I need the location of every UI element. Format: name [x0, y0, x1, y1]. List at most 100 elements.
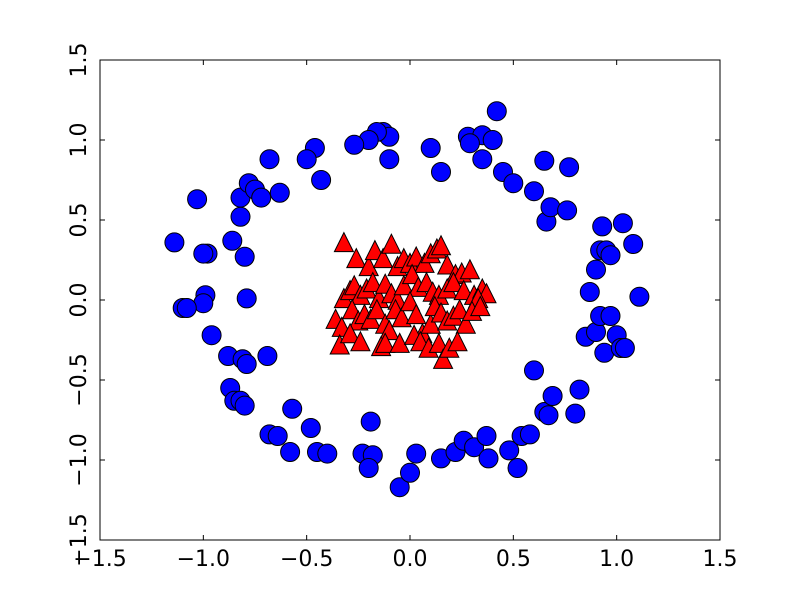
triangle-point [372, 247, 394, 269]
circle-point [193, 293, 214, 314]
circle-point [507, 458, 528, 478]
triangle-point [339, 322, 361, 344]
circle-point [569, 379, 590, 400]
circle-point [524, 360, 544, 381]
circle-point [559, 157, 580, 178]
circle-point [251, 187, 272, 208]
x-tick-label: 0.0 [393, 547, 428, 572]
y-tick-label: −1.0 [67, 433, 92, 486]
triangle-point [432, 348, 454, 369]
triangle-point [405, 303, 427, 325]
circle-point [476, 426, 497, 446]
triangle-point [350, 330, 371, 352]
triangle-point [366, 298, 388, 320]
circle-point [594, 342, 615, 363]
triangle-point [430, 234, 452, 256]
circle-point [623, 234, 644, 254]
triangle-point [428, 332, 450, 353]
circle-point [176, 298, 197, 318]
circle-point [296, 149, 317, 170]
x-tick-label: −1.5 [73, 547, 126, 572]
circle-point [464, 437, 485, 458]
circle-point [344, 134, 365, 155]
circle-point [478, 448, 499, 469]
triangle-point [362, 271, 384, 293]
circle-point [358, 458, 379, 478]
circle-point [586, 259, 606, 280]
triangle-point [399, 290, 421, 312]
y-tick-label: −1.5 [67, 513, 92, 566]
triangle-point [443, 271, 464, 293]
triangle-point [447, 330, 468, 352]
circle-point [629, 286, 650, 307]
circle-point [538, 405, 559, 426]
circle-point [234, 246, 255, 267]
circle-point [565, 403, 586, 424]
triangle-point [333, 231, 355, 253]
circle-point [230, 206, 251, 227]
x-tick-label: 1.0 [599, 547, 634, 572]
triangle-point [374, 332, 396, 353]
circle-point [600, 245, 621, 266]
circle-point [431, 162, 451, 182]
y-tick-label: 0.0 [67, 283, 92, 318]
triangle-point [358, 255, 380, 277]
circle-point [311, 170, 332, 190]
circle-point [542, 386, 563, 406]
circle-point [236, 288, 257, 309]
x-tick-label: 1.5 [703, 547, 738, 572]
x-tick-label: −0.5 [280, 547, 333, 572]
triangle-point [436, 253, 458, 275]
circle-point [317, 443, 338, 464]
circle-point [524, 181, 544, 202]
triangle-point [453, 279, 475, 301]
circle-point [267, 426, 288, 446]
circle-point [557, 200, 578, 221]
circle-point [389, 477, 410, 498]
circle-point [201, 325, 222, 346]
circle-point [420, 138, 441, 158]
triangle-point [389, 332, 411, 353]
triangle-point [393, 274, 415, 296]
y-tick-label: 1.5 [67, 43, 92, 78]
circle-point [257, 346, 278, 366]
circle-point [236, 354, 257, 374]
circle-point [534, 150, 555, 171]
circle-point [400, 462, 420, 483]
x-tick-label: −1.0 [177, 547, 230, 572]
circle-point [406, 443, 427, 464]
circle-point [600, 306, 621, 326]
circle-point [482, 130, 503, 150]
triangle-point [469, 295, 491, 317]
data-markers [164, 101, 650, 498]
circle-point [193, 243, 214, 264]
circle-point [499, 440, 520, 461]
triangle-point [345, 247, 367, 269]
circle-point [486, 101, 507, 122]
circle-point [592, 216, 613, 237]
y-tick-label: 0.5 [67, 203, 92, 238]
y-tick-label: −0.5 [67, 353, 92, 406]
triangle-point [455, 313, 477, 334]
circle-point [459, 133, 480, 154]
circle-point [187, 189, 208, 210]
circle-point [259, 149, 280, 170]
circle-point [540, 197, 561, 218]
circle-point [234, 395, 255, 416]
circle-point [300, 418, 321, 438]
circle-point [164, 232, 185, 253]
triangle-point [449, 298, 470, 320]
circle-point [269, 182, 290, 203]
circle-point [360, 411, 381, 432]
triangle-point [420, 313, 442, 334]
circle-point [519, 424, 540, 445]
circle-point [612, 213, 633, 234]
circle-point [472, 149, 493, 170]
y-tick-label: 1.0 [67, 123, 92, 158]
triangle-point [391, 306, 413, 328]
circle-point [579, 282, 600, 302]
circle-point [222, 230, 243, 251]
circle-point [280, 442, 301, 462]
triangle-point [329, 333, 351, 355]
